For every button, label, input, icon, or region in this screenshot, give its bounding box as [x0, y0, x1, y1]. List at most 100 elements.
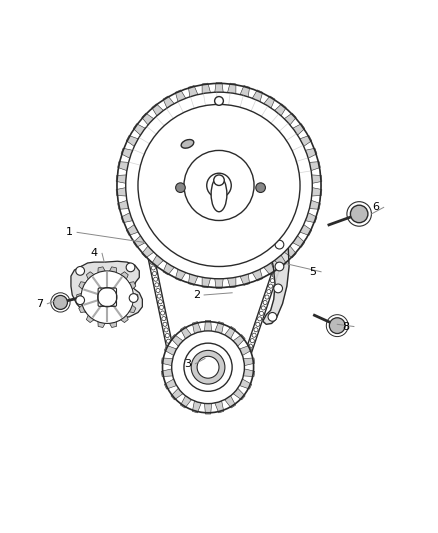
Polygon shape [128, 304, 136, 312]
Circle shape [247, 350, 251, 353]
Circle shape [179, 273, 184, 277]
Circle shape [301, 231, 305, 236]
Polygon shape [308, 200, 320, 209]
Polygon shape [202, 276, 211, 288]
Polygon shape [283, 113, 296, 126]
Circle shape [169, 350, 173, 354]
Circle shape [256, 322, 260, 326]
Circle shape [184, 343, 232, 391]
Circle shape [120, 184, 124, 189]
Polygon shape [188, 273, 198, 285]
Circle shape [234, 279, 239, 283]
Circle shape [150, 260, 154, 264]
Polygon shape [79, 304, 86, 312]
Circle shape [129, 294, 138, 302]
Circle shape [197, 356, 219, 378]
Polygon shape [163, 96, 175, 109]
Circle shape [142, 245, 146, 249]
Circle shape [176, 183, 185, 192]
Circle shape [268, 312, 277, 321]
Text: 7: 7 [36, 298, 43, 309]
Circle shape [285, 235, 289, 239]
Circle shape [138, 104, 300, 266]
Polygon shape [164, 345, 177, 356]
Circle shape [261, 306, 265, 310]
Polygon shape [171, 387, 184, 400]
Circle shape [214, 175, 224, 185]
Circle shape [127, 148, 131, 152]
Circle shape [131, 170, 135, 174]
Circle shape [141, 215, 145, 219]
Circle shape [184, 150, 254, 221]
Polygon shape [175, 90, 187, 103]
Circle shape [169, 350, 173, 354]
Polygon shape [311, 175, 322, 183]
Circle shape [166, 339, 170, 343]
Circle shape [284, 254, 288, 257]
Ellipse shape [181, 140, 194, 148]
Circle shape [53, 295, 67, 310]
Text: 6: 6 [372, 203, 379, 212]
Circle shape [254, 328, 258, 332]
Polygon shape [161, 369, 173, 376]
Circle shape [135, 187, 139, 191]
Circle shape [309, 214, 313, 219]
Polygon shape [274, 104, 286, 117]
Polygon shape [161, 358, 173, 366]
Circle shape [127, 148, 131, 152]
Polygon shape [263, 235, 289, 324]
Polygon shape [251, 90, 263, 103]
Circle shape [275, 240, 284, 249]
Circle shape [300, 191, 304, 196]
Circle shape [117, 84, 321, 287]
Circle shape [80, 270, 135, 325]
Polygon shape [86, 314, 95, 322]
Circle shape [283, 240, 287, 245]
Circle shape [279, 252, 284, 255]
Circle shape [126, 263, 135, 272]
Circle shape [269, 265, 273, 269]
Circle shape [166, 358, 171, 362]
Circle shape [246, 371, 250, 375]
Circle shape [163, 264, 167, 268]
Circle shape [149, 255, 153, 259]
Polygon shape [86, 272, 95, 280]
Circle shape [192, 403, 196, 407]
Circle shape [296, 239, 300, 244]
Polygon shape [121, 212, 134, 223]
Circle shape [252, 333, 256, 337]
Circle shape [148, 249, 152, 253]
Circle shape [124, 212, 128, 216]
Circle shape [287, 230, 291, 233]
Polygon shape [224, 395, 236, 408]
Circle shape [158, 300, 162, 304]
Circle shape [253, 273, 257, 278]
Text: 5: 5 [310, 266, 317, 277]
Circle shape [282, 246, 286, 250]
Polygon shape [243, 369, 255, 376]
Polygon shape [142, 113, 155, 126]
Circle shape [296, 203, 300, 206]
Circle shape [136, 192, 140, 197]
Circle shape [329, 318, 345, 334]
Circle shape [215, 404, 219, 408]
Polygon shape [116, 188, 127, 196]
Polygon shape [239, 378, 252, 389]
Polygon shape [180, 326, 192, 340]
Polygon shape [205, 402, 212, 414]
Circle shape [259, 311, 264, 316]
Polygon shape [126, 135, 139, 147]
Circle shape [245, 355, 249, 359]
Polygon shape [109, 321, 117, 327]
Circle shape [274, 268, 278, 272]
Polygon shape [188, 86, 198, 98]
Circle shape [311, 205, 316, 209]
Circle shape [268, 284, 273, 288]
Circle shape [144, 232, 148, 236]
Polygon shape [232, 387, 245, 400]
Polygon shape [227, 83, 236, 95]
Polygon shape [71, 261, 142, 318]
Text: 3: 3 [184, 359, 191, 369]
Ellipse shape [211, 177, 227, 212]
Polygon shape [299, 224, 312, 236]
